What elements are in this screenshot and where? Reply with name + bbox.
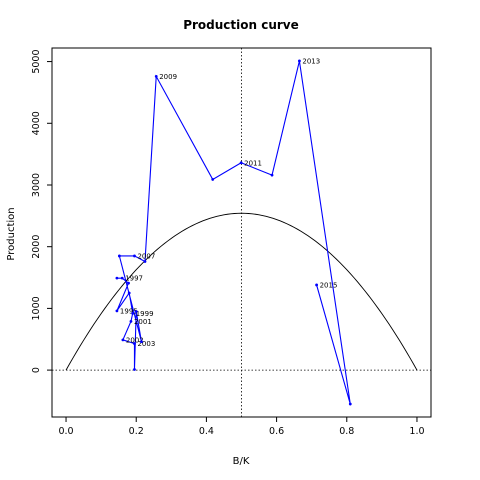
data-point: [211, 178, 215, 181]
data-point: [127, 281, 130, 285]
y-tick-label: 5000: [31, 49, 42, 73]
data-point: [133, 254, 136, 258]
data-point: [239, 161, 243, 165]
point-label: 2009: [159, 73, 177, 81]
point-label: 2013: [302, 57, 320, 65]
x-tick-label: 1.0: [409, 426, 424, 437]
data-point: [133, 368, 136, 371]
data-point: [134, 310, 138, 313]
point-label: 2011: [244, 159, 262, 167]
data-point: [154, 74, 158, 78]
data-point: [120, 276, 124, 280]
chart-title: Production curve: [183, 18, 299, 32]
data-point: [121, 338, 125, 342]
y-tick-label: 0: [31, 367, 42, 373]
y-tick-label: 2000: [31, 235, 42, 259]
point-label: 2001: [134, 318, 152, 326]
reference-lines: [52, 48, 431, 417]
y-tick-label: 3000: [31, 173, 42, 197]
data-point: [117, 254, 121, 258]
series-line: [116, 60, 351, 405]
x-axis-label: B/K: [233, 456, 250, 467]
point-label: 2002: [126, 336, 144, 344]
y-tick-label: 4000: [31, 111, 42, 135]
plot-frame: [51, 47, 432, 418]
y-axis-label: Production: [6, 207, 17, 260]
point-label: 1995: [120, 307, 138, 315]
x-tick-label: 0.6: [269, 426, 284, 437]
point-label: 2003: [137, 340, 155, 348]
point-label: 1997: [125, 275, 143, 283]
x-tick-label: 0.0: [58, 426, 73, 437]
data-point: [270, 173, 274, 177]
x-tick-label: 0.8: [339, 426, 354, 437]
data-point: [127, 291, 131, 295]
data-point: [115, 309, 119, 313]
data-point: [129, 319, 133, 323]
point-label: 2015: [320, 281, 338, 289]
parabola-curve-layer: [65, 212, 418, 371]
data-point: [140, 340, 143, 344]
data-point: [143, 260, 147, 263]
data-point: [348, 402, 352, 406]
x-tick-label: 0.4: [199, 426, 214, 437]
data-point: [315, 283, 318, 287]
x-tick-label: 0.2: [129, 426, 144, 437]
point-label: 1999: [136, 310, 154, 318]
data-point: [133, 342, 136, 345]
data-point: [131, 311, 135, 315]
data-point: [298, 59, 301, 63]
axes-layer: 0.0 0.2 0.4 0.6 0.8 1.0 0 1000 2000 3000 4000 5000: [31, 49, 425, 437]
point-label: 2007: [137, 252, 155, 260]
data-point: [115, 276, 119, 280]
production-parabola-curve: [65, 212, 418, 371]
y-tick-label: 1000: [31, 296, 42, 320]
